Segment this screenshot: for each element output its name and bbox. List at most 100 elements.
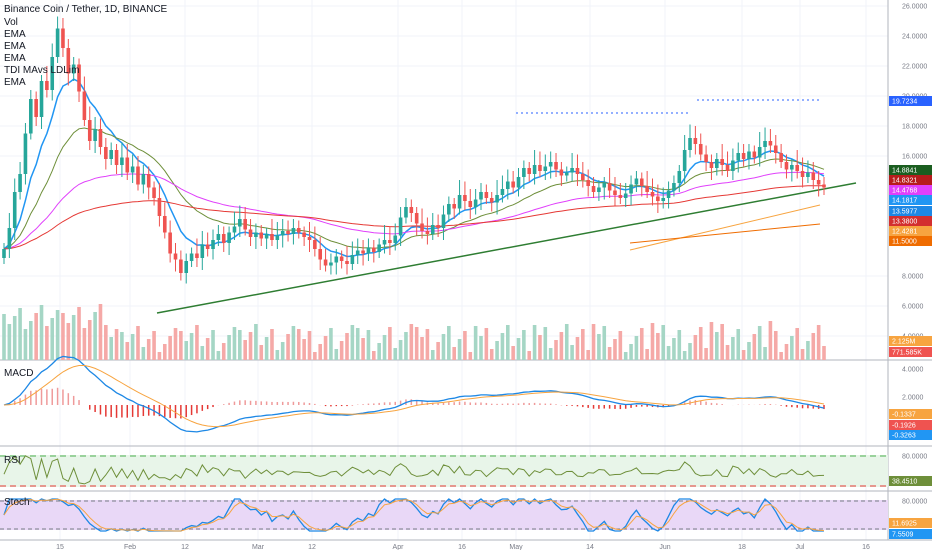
- candle-body: [479, 192, 483, 200]
- candle-body: [634, 178, 639, 185]
- candle-body: [7, 228, 12, 249]
- volume-bar: [189, 333, 194, 360]
- time-tick-label: Feb: [124, 544, 136, 550]
- candle-body: [120, 157, 124, 165]
- candle-body: [420, 223, 424, 231]
- volume-bar: [586, 350, 590, 360]
- candle-body: [543, 166, 548, 171]
- volume-bar: [109, 337, 113, 360]
- candle-body: [227, 232, 231, 243]
- volume-bar: [345, 333, 349, 360]
- indicator-ema-label-2[interactable]: EMA: [4, 41, 26, 52]
- volume-bar: [157, 352, 162, 360]
- candle-body: [575, 168, 580, 174]
- volume-bar: [168, 336, 172, 360]
- candle-body: [639, 178, 644, 186]
- trend-line: [156, 182, 857, 314]
- candle-body: [243, 219, 247, 230]
- volume-bar: [757, 326, 762, 360]
- stoch-tag-bg: [889, 529, 932, 539]
- candle-body: [752, 151, 757, 158]
- volume-bar: [93, 312, 97, 360]
- price-axis[interactable]: 26.000024.000022.000020.000018.000016.00…: [902, 4, 927, 506]
- volume-bar: [715, 332, 719, 360]
- time-axis[interactable]: 15 Feb 12 Mar 12 Apr 16 May 14 Jun 18 Jul 16: [56, 544, 870, 550]
- candle-body: [581, 174, 585, 180]
- stoch-tag: 11.6925: [892, 521, 917, 528]
- candle-body: [2, 249, 6, 258]
- candle-body: [195, 253, 199, 258]
- stoch-pane[interactable]: [0, 497, 888, 532]
- candle-body: [302, 232, 306, 237]
- candle-body: [66, 48, 71, 74]
- volume-bar: [211, 330, 215, 360]
- price-tag: 13.5977: [892, 209, 917, 216]
- volume-bar: [339, 341, 344, 360]
- rsi-pane[interactable]: [0, 455, 888, 487]
- ema-medium-line: [3, 127, 825, 250]
- time-tick-label: 15: [56, 544, 64, 550]
- candle-body: [816, 180, 821, 185]
- volume-bar: [227, 335, 231, 360]
- candle-body: [270, 234, 274, 240]
- candle-body: [704, 154, 708, 162]
- candle-body: [254, 232, 258, 237]
- price-tick-label: 26.0000: [902, 4, 927, 11]
- volume-bar: [768, 321, 773, 360]
- stoch-label[interactable]: Stoch: [4, 497, 30, 508]
- macd-tag-bg: [889, 430, 932, 440]
- candle-body: [393, 235, 398, 243]
- volume-bar: [484, 328, 489, 360]
- indicator-vol-label[interactable]: Vol: [4, 17, 18, 28]
- ema-overlays: [3, 78, 857, 314]
- volume-bar: [98, 304, 103, 360]
- volume-bar: [232, 327, 237, 360]
- volume-bar: [570, 345, 574, 360]
- volume-bar: [500, 333, 505, 360]
- candle-body: [709, 162, 714, 168]
- volume-bar: [409, 324, 414, 360]
- indicator-ema-label-1[interactable]: EMA: [4, 29, 26, 40]
- price-tags: 19.7234 14.8841 14.8321 14.4768 14.1817 13.59…: [889, 96, 932, 539]
- macd-signal-line: [3, 365, 825, 428]
- candle-body: [527, 168, 532, 174]
- candle-body: [141, 174, 146, 185]
- candle-body: [495, 195, 499, 203]
- volume-bar: [741, 350, 746, 360]
- macd-tick-label: 2.0000: [902, 395, 924, 402]
- candle-body: [773, 145, 778, 153]
- price-tick-label: 8.0000: [902, 274, 924, 281]
- indicator-ema-label-4[interactable]: EMA: [4, 77, 26, 88]
- candle-body: [275, 235, 280, 240]
- volume-bar: [173, 328, 178, 360]
- volume-bar: [205, 338, 210, 360]
- macd-tag: -0.1926: [892, 423, 916, 430]
- volume-bar: [307, 331, 312, 360]
- candle-body: [409, 207, 414, 213]
- volume-bar: [693, 335, 698, 360]
- volume-bar: [125, 342, 130, 360]
- rsi-label[interactable]: RSI: [4, 455, 21, 466]
- indicator-tdi-label[interactable]: TDI MAvs LDLim: [4, 65, 79, 76]
- candle-body: [800, 171, 805, 177]
- candle-body: [18, 174, 22, 192]
- candle-body: [286, 231, 290, 234]
- ema-red-line: [3, 185, 824, 250]
- volume-bar: [318, 344, 323, 360]
- volume-bar: [66, 323, 71, 360]
- macd-label[interactable]: MACD: [4, 368, 34, 379]
- volume-bar: [254, 324, 258, 360]
- volume-bar: [179, 331, 183, 360]
- volume-bar: [361, 338, 365, 360]
- rsi-tag: 38.4510: [892, 479, 917, 486]
- volume-bar: [511, 346, 515, 360]
- volume-bar: [50, 318, 55, 360]
- candle-body: [447, 204, 451, 215]
- indicator-ema-label-3[interactable]: EMA: [4, 53, 26, 64]
- candles[interactable]: [2, 16, 826, 284]
- macd-pane[interactable]: [3, 355, 825, 433]
- volume-bar: [816, 325, 821, 360]
- volume-bar: [430, 350, 435, 360]
- volume-bar: [597, 334, 601, 360]
